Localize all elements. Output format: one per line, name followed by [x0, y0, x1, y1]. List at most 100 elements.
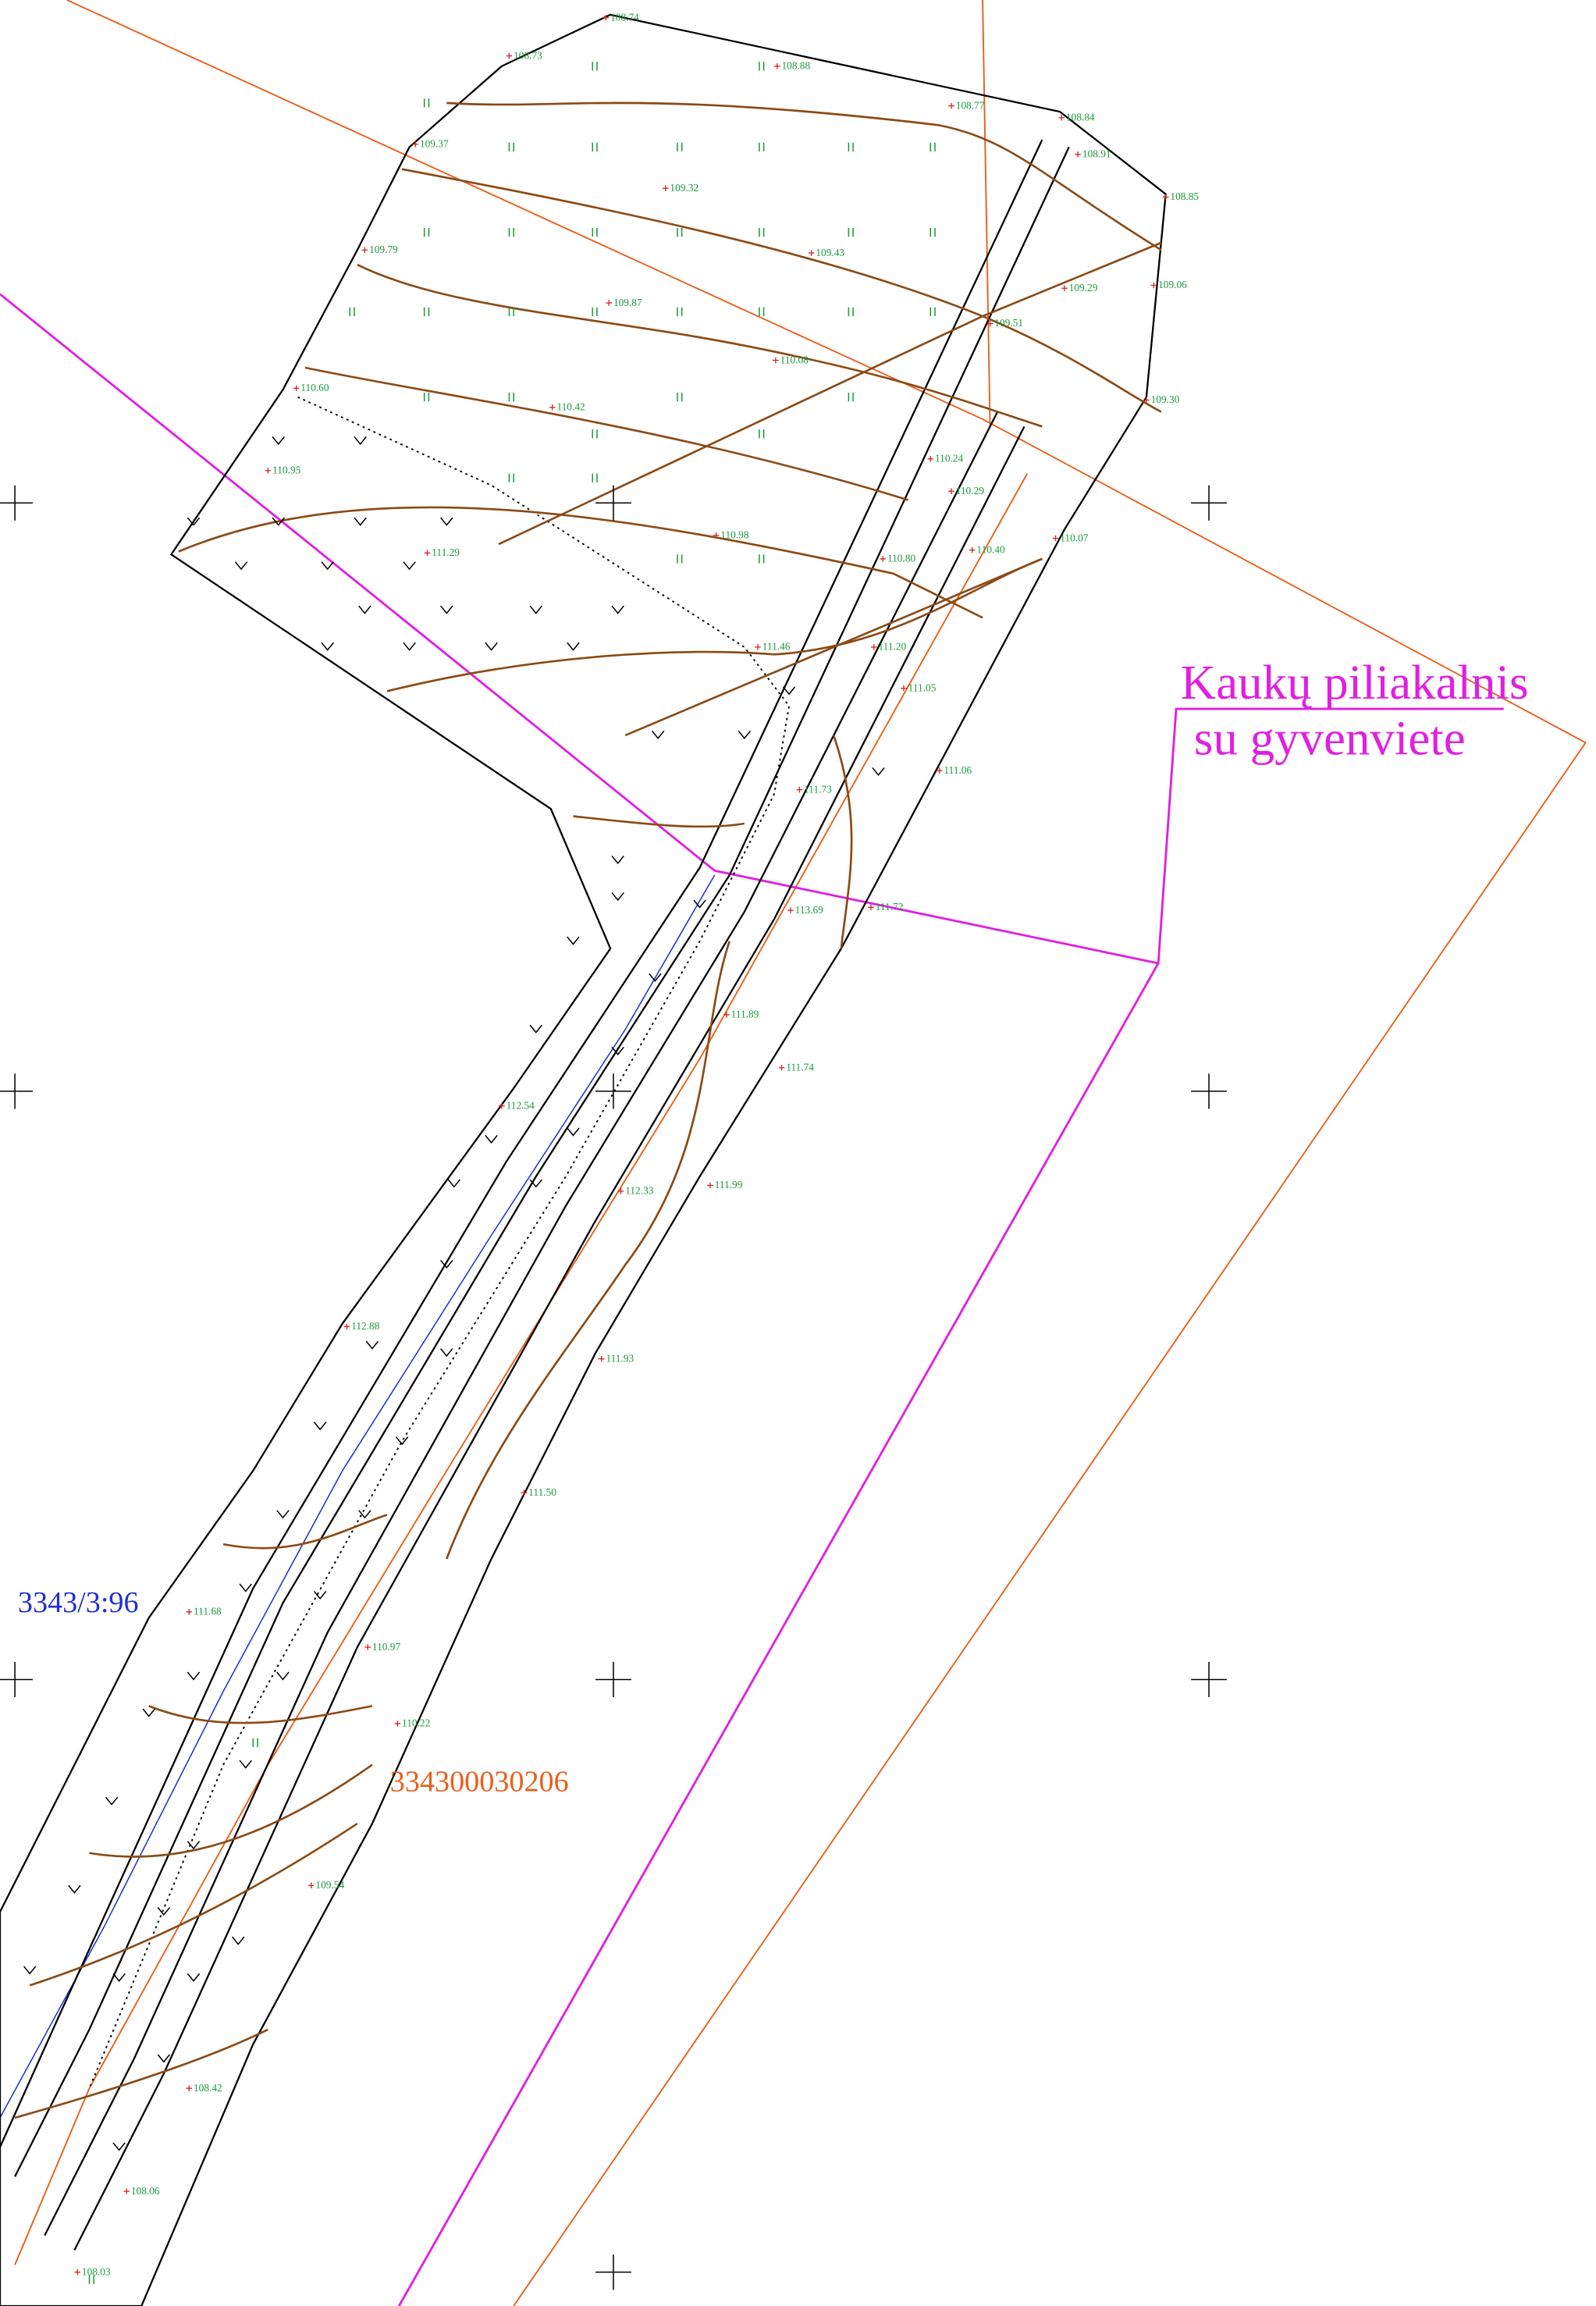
blue-line: [0, 875, 715, 2118]
elevation-label: 111.05: [908, 682, 937, 694]
elevation-label: 111.72: [876, 901, 904, 913]
elevation-label: 108.73: [514, 49, 542, 61]
grass-symbol: [322, 642, 333, 649]
road-edge: [15, 147, 1069, 2176]
elevation-label: 108.77: [956, 99, 985, 111]
elevation-label: 112.54: [507, 1100, 535, 1112]
grass-symbol: [24, 1966, 36, 1973]
grass-symbol: [158, 1907, 169, 1914]
contour: [305, 368, 908, 500]
elevation-label: 108.06: [131, 2185, 160, 2197]
elevation-label: 110.29: [956, 485, 985, 496]
grass-symbol: [277, 1511, 289, 1518]
grass-symbol: [158, 2055, 169, 2062]
grass-symbol: [530, 606, 542, 613]
elevation-label: 109.32: [670, 182, 698, 194]
elevation-label: 108.42: [194, 2082, 222, 2094]
elevation-label: 111.89: [731, 1009, 759, 1020]
grass-symbol: [441, 1349, 453, 1356]
elevation-label: 111.73: [804, 784, 832, 795]
grass-symbol: [567, 937, 579, 944]
grass-symbol: [612, 893, 624, 900]
contour: [834, 735, 851, 948]
orange-line: [983, 0, 990, 426]
elevation-label: 111.93: [606, 1353, 634, 1365]
grass-symbol: [69, 1885, 80, 1892]
contour: [625, 559, 1042, 735]
parcel-boundary: [399, 963, 1158, 2306]
elevation-label: 111.68: [194, 1606, 222, 1617]
elevation-label: 111.46: [762, 641, 791, 653]
contour: [446, 103, 1161, 250]
grass-symbol: [354, 437, 366, 444]
grass-symbol: [485, 642, 497, 649]
grass-symbol: [315, 1422, 326, 1429]
elevation-label: 110.22: [402, 1717, 430, 1729]
elevation-label: 110.98: [720, 529, 749, 541]
grass-symbol: [652, 731, 664, 738]
map-lines: [0, 0, 1586, 2306]
parcel-boundary: [0, 294, 1504, 963]
grass-symbol: [441, 518, 453, 525]
grass-symbol: [612, 856, 624, 863]
grass-symbol: [233, 1937, 244, 1944]
elevation-label: 109.79: [369, 244, 398, 255]
elevation-label: 109.87: [613, 297, 642, 308]
grass-symbol: [240, 1584, 251, 1591]
grass-symbol: [396, 1437, 407, 1444]
site-subtitle: su gyvenviete: [1194, 711, 1466, 766]
elevation-label: 108.74: [610, 11, 639, 23]
elevation-label: 110.60: [300, 382, 329, 393]
elevation-label: 109.43: [816, 247, 844, 258]
contour: [223, 1514, 387, 1548]
grass-symbol: [277, 1672, 289, 1679]
contour: [446, 941, 729, 1559]
elevation-label: 108.84: [1066, 112, 1095, 123]
orange-line: [67, 0, 1586, 2306]
elevation-label: 109.37: [420, 137, 449, 149]
elevation-label: 108.85: [1170, 190, 1199, 202]
grass-symbol: [567, 642, 579, 649]
grass-symbol: [448, 1180, 460, 1187]
page: {"labels": {"site_name": "Kaukų piliakal…: [0, 0, 1596, 2306]
grass-symbol: [187, 1672, 199, 1679]
elevation-label: 111.74: [786, 1062, 814, 1073]
parcel-label: 3343/3:96: [18, 1586, 139, 1619]
elevation-label: 109.29: [1069, 282, 1098, 294]
orange-line: [15, 474, 1027, 2265]
dotted-line: [89, 397, 789, 2089]
elevation-label: 108.88: [782, 60, 811, 72]
grass-symbol: [359, 606, 371, 613]
grass-symbol: [272, 437, 284, 444]
elevation-label: 108.03: [82, 2266, 111, 2278]
grass-symbol: [235, 562, 247, 569]
grass-symbol: [105, 1797, 117, 1804]
parcel-label: 334300030206: [390, 1766, 569, 1799]
grass-symbol: [612, 606, 624, 613]
elevation-label: 110.40: [976, 543, 1005, 555]
grid-crosses: [0, 486, 1227, 2290]
elevation-label: 112.33: [625, 1185, 654, 1197]
grass-symbol: [315, 1591, 326, 1598]
elevation-label: 110.42: [556, 401, 585, 413]
contour: [387, 559, 1042, 692]
road-edge: [44, 412, 997, 2236]
contour: [149, 1706, 372, 1723]
road-edge: [74, 426, 1024, 2250]
grass-symbol: [366, 1341, 378, 1348]
contour: [573, 817, 744, 827]
survey-outline: [0, 15, 1166, 2306]
elevation-label: 109.06: [1158, 279, 1187, 290]
grass-symbol: [738, 731, 750, 738]
elevation-label: 110.08: [780, 354, 809, 365]
symbols: [24, 62, 935, 2284]
elevation-label: 109.30: [1151, 393, 1180, 405]
elevation-label: 112.88: [351, 1320, 380, 1332]
elevation-label: 108.91: [1082, 148, 1111, 160]
grass-symbol: [240, 1760, 251, 1767]
grass-symbol: [873, 767, 884, 774]
contour: [89, 1765, 371, 1857]
elevation-label: 110.97: [372, 1641, 401, 1653]
elevation-label: 110.07: [1060, 532, 1089, 543]
grass-symbol: [143, 1709, 155, 1716]
